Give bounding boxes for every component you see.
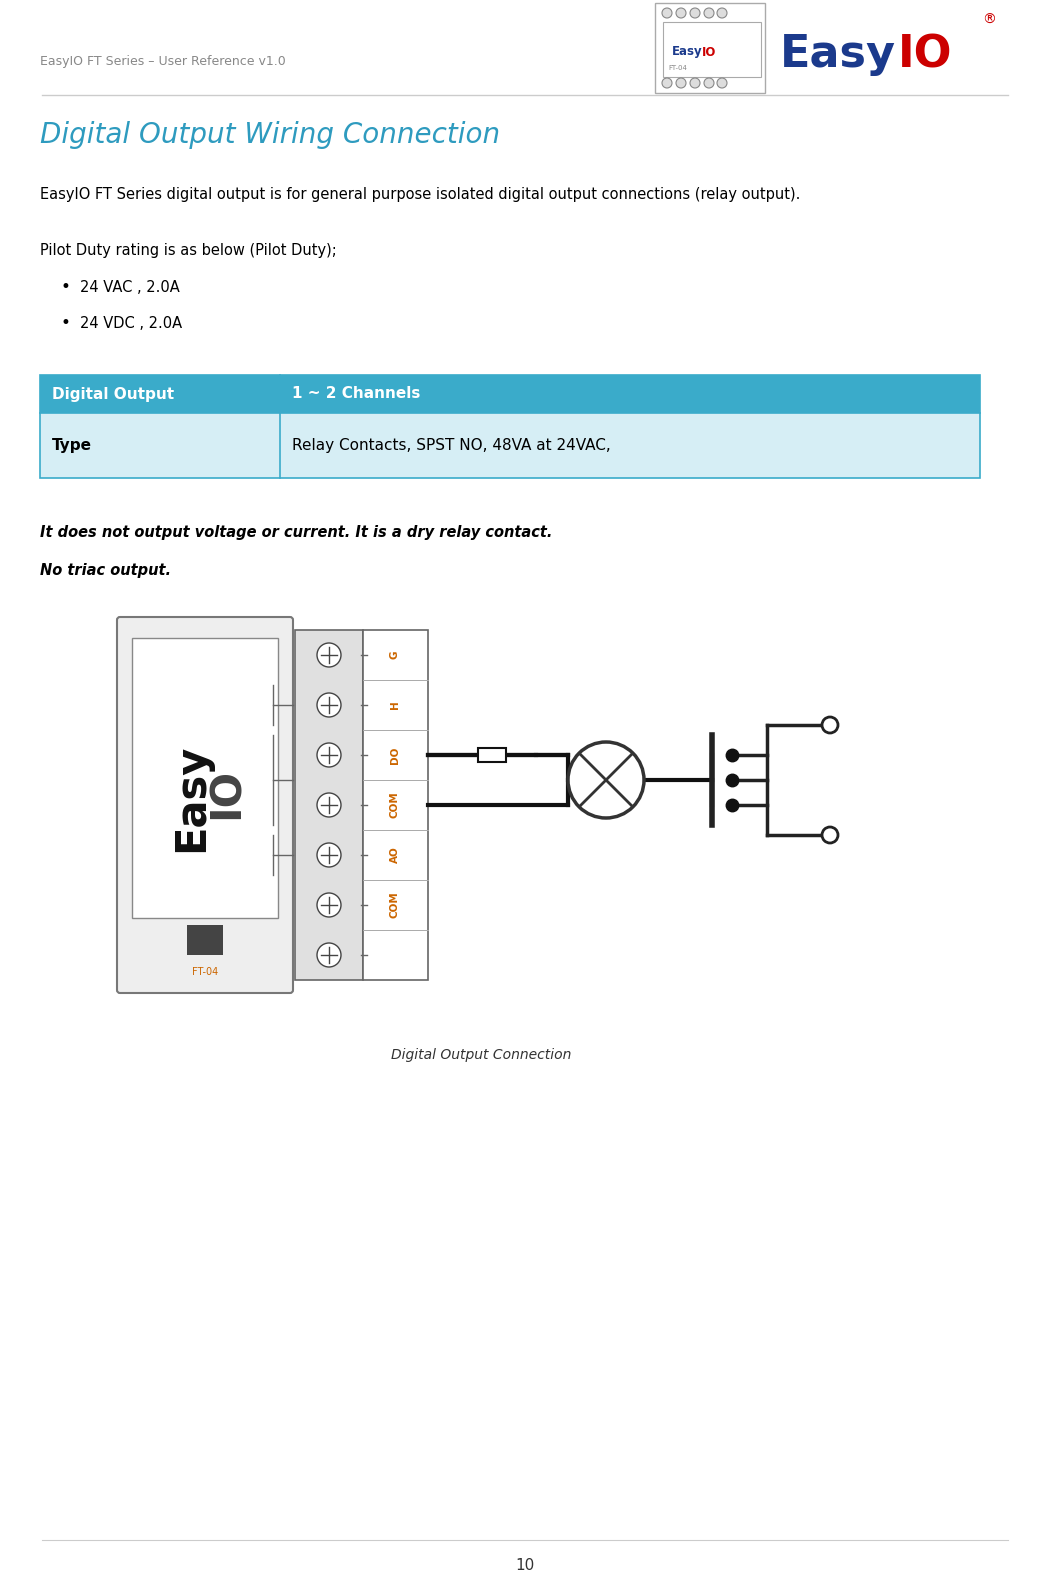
Circle shape xyxy=(317,943,341,967)
Text: 1 ~ 2 Channels: 1 ~ 2 Channels xyxy=(292,387,420,401)
Text: •: • xyxy=(60,279,70,296)
Bar xyxy=(363,629,428,980)
Text: Pilot Duty rating is as below (Pilot Duty);: Pilot Duty rating is as below (Pilot Dut… xyxy=(40,242,337,258)
Circle shape xyxy=(317,742,341,766)
Text: 10: 10 xyxy=(516,1558,534,1572)
Circle shape xyxy=(704,78,714,88)
Circle shape xyxy=(317,843,341,867)
Bar xyxy=(132,639,278,918)
FancyBboxPatch shape xyxy=(663,22,761,76)
Text: Easy: Easy xyxy=(780,33,896,76)
Text: COM: COM xyxy=(390,792,400,819)
Text: COM: COM xyxy=(390,892,400,919)
Text: It does not output voltage or current. It is a dry relay contact.: It does not output voltage or current. I… xyxy=(40,526,552,540)
Text: ®: ® xyxy=(982,13,995,27)
Text: Digital Output: Digital Output xyxy=(52,387,174,401)
Text: AO: AO xyxy=(390,846,400,863)
FancyBboxPatch shape xyxy=(117,616,293,992)
Bar xyxy=(187,926,223,954)
Circle shape xyxy=(717,78,727,88)
Circle shape xyxy=(690,78,700,88)
Circle shape xyxy=(676,78,686,88)
Circle shape xyxy=(317,793,341,817)
Text: •: • xyxy=(60,314,70,331)
Circle shape xyxy=(662,78,672,88)
Text: IO: IO xyxy=(206,768,248,819)
Text: 24 VAC , 2.0A: 24 VAC , 2.0A xyxy=(80,279,180,295)
Text: Type: Type xyxy=(52,438,92,452)
Circle shape xyxy=(822,717,838,733)
Circle shape xyxy=(717,8,727,18)
Text: IO: IO xyxy=(898,33,952,76)
Circle shape xyxy=(317,644,341,667)
Text: G: G xyxy=(390,652,400,660)
Text: Relay Contacts, SPST NO, 48VA at 24VAC,: Relay Contacts, SPST NO, 48VA at 24VAC, xyxy=(292,438,611,452)
Circle shape xyxy=(662,8,672,18)
Text: DO: DO xyxy=(390,746,400,763)
Text: Digital Output Wiring Connection: Digital Output Wiring Connection xyxy=(40,121,500,150)
Circle shape xyxy=(822,827,838,843)
Circle shape xyxy=(690,8,700,18)
Text: H: H xyxy=(390,701,400,709)
Text: No triac output.: No triac output. xyxy=(40,564,171,578)
Text: Digital Output Connection: Digital Output Connection xyxy=(391,1048,571,1063)
Text: 24 VDC , 2.0A: 24 VDC , 2.0A xyxy=(80,315,182,330)
Circle shape xyxy=(704,8,714,18)
Text: EasyIO FT Series – User Reference v1.0: EasyIO FT Series – User Reference v1.0 xyxy=(40,56,286,68)
Bar xyxy=(478,749,506,761)
Circle shape xyxy=(317,693,341,717)
Text: Easy: Easy xyxy=(170,744,212,852)
Bar xyxy=(40,413,980,478)
Bar xyxy=(295,629,363,980)
Bar xyxy=(40,374,980,413)
Circle shape xyxy=(317,894,341,918)
FancyBboxPatch shape xyxy=(655,3,765,92)
Text: IO: IO xyxy=(702,46,716,59)
Text: Easy: Easy xyxy=(672,46,702,59)
Text: FT-04: FT-04 xyxy=(192,967,218,977)
Circle shape xyxy=(676,8,686,18)
Text: FT-04: FT-04 xyxy=(669,65,688,72)
Circle shape xyxy=(568,742,644,817)
Text: EasyIO FT Series digital output is for general purpose isolated digital output c: EasyIO FT Series digital output is for g… xyxy=(40,188,800,202)
